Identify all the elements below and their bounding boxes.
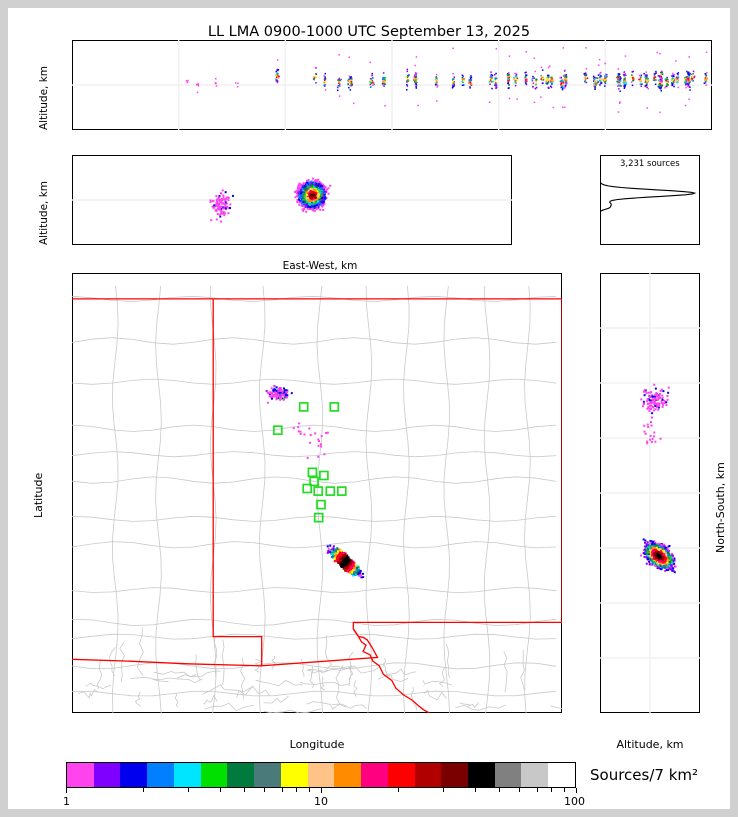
- colorbar-minor-tick: [499, 788, 501, 792]
- colorbar-swatch: [280, 763, 308, 787]
- colorbar-major-tick: [576, 788, 577, 793]
- colorbar-swatch: [334, 763, 362, 787]
- colorbar-swatch: [387, 763, 415, 787]
- colorbar-minor-tick: [142, 788, 144, 792]
- map-plot: −111−110−109−108−107−106−105−104−1033132…: [72, 285, 562, 713]
- colorbar-swatch: [414, 763, 442, 787]
- colorbar-swatch: [200, 763, 228, 787]
- colorbar-minor-tick: [474, 788, 476, 792]
- colorbar-swatch: [521, 763, 549, 787]
- page-title: LL LMA 0900-1000 UTC September 13, 2025: [207, 24, 531, 40]
- ns-panel-ylabel: North-South, km: [714, 462, 727, 553]
- altitude-histogram-panel[interactable]: [600, 155, 700, 245]
- colorbar-minor-tick: [397, 788, 399, 792]
- source-count-annotation: 3,231 sources: [620, 159, 680, 169]
- colorbar-minor-tick: [281, 788, 283, 792]
- colorbar-swatch: [67, 763, 94, 787]
- colorbar-swatch: [307, 763, 335, 787]
- time-panel-ylabel: Altitude, km: [38, 65, 50, 130]
- colorbar-minor-tick: [442, 788, 444, 792]
- colorbar-swatch: [361, 763, 388, 787]
- colorbar-swatch: [93, 763, 121, 787]
- east-west-altitude-plot: −400−300−200−100010020030040001020: [72, 177, 512, 223]
- colorbar-swatch: [548, 763, 575, 787]
- colorbar-swatch: [441, 763, 469, 787]
- colorbar-minor-tick: [296, 788, 298, 792]
- colorbar-swatch: [173, 763, 201, 787]
- north-south-altitude-plot: 01020: [600, 273, 700, 713]
- map-xlabel: Longitude: [289, 738, 345, 751]
- colorbar-minor-tick: [536, 788, 538, 792]
- colorbar-minor-tick: [519, 788, 521, 792]
- ns-panel-xlabel: Altitude, km: [616, 738, 684, 751]
- colorbar-minor-tick: [187, 788, 189, 792]
- colorbar-swatch: [120, 763, 148, 787]
- colorbar-minor-tick: [244, 788, 246, 792]
- colorbar-minor-tick: [264, 788, 266, 792]
- ew-panel-ylabel: Altitude, km: [38, 180, 50, 245]
- colorbar-tick-label: 1: [63, 795, 70, 808]
- time-altitude-plot: 09:00:0009:10:0009:20:0009:30:0009:40:00…: [72, 40, 712, 130]
- colorbar-label: Sources/7 km²: [590, 766, 699, 784]
- colorbar-swatch: [468, 763, 495, 787]
- colorbar-minor-tick: [551, 788, 553, 792]
- ew-panel-xlabel: East-West, km: [282, 260, 358, 272]
- lma-figure: LL LMA 0900-1000 UTC September 13, 2025 …: [8, 8, 730, 809]
- colorbar-tick-label: 10: [314, 795, 328, 808]
- colorbar-tick-label: 100: [564, 795, 585, 808]
- colorbar-minor-tick: [564, 788, 566, 792]
- colorbar-major-tick: [321, 788, 322, 793]
- colorbar-minor-tick: [219, 788, 221, 792]
- colorbar-swatch: [494, 763, 522, 787]
- altitude-histogram-plot: 020001020: [600, 155, 697, 245]
- colorbar-swatch: [227, 763, 255, 787]
- colorbar[interactable]: [66, 762, 576, 788]
- colorbar-major-tick: [66, 788, 67, 793]
- colorbar-swatch: [254, 763, 281, 787]
- colorbar-swatch: [147, 763, 174, 787]
- map-ylabel: Latitude: [32, 472, 45, 518]
- colorbar-minor-tick: [309, 788, 311, 792]
